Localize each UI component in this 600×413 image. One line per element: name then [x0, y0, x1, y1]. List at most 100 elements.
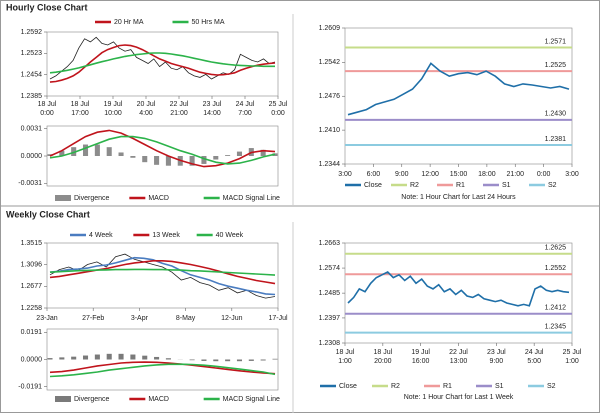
x-tick-label: 23 Jul	[203, 101, 222, 108]
x-tick-label: 3:00	[338, 171, 352, 178]
y-tick-label: 1.2397	[319, 315, 341, 322]
legend-label: Close	[339, 383, 357, 390]
legend-label: 13 Week	[152, 232, 180, 239]
divergence-bar	[82, 355, 89, 360]
x-tick-label: 16:00	[412, 358, 430, 365]
divergence-bar	[47, 358, 53, 360]
y-tick-label: 1.2258	[21, 305, 43, 312]
divergence-bar	[142, 355, 148, 360]
x-tick-label: 14:00	[203, 110, 221, 117]
level-label: 1.2430	[545, 111, 567, 118]
x-tick-label: 1:00	[565, 358, 579, 365]
x-tick-label: 12-Jun	[221, 315, 243, 322]
x-tick-label: 0:00	[271, 110, 285, 117]
level-label: 1.2345	[545, 323, 567, 330]
y-tick-label: -0.0031	[18, 180, 42, 187]
legend-label: Divergence	[74, 396, 110, 403]
level-label: 1.2571	[545, 38, 567, 45]
divergence-bar	[118, 152, 124, 156]
y-tick-label: 1.2476	[319, 93, 341, 100]
price-line	[49, 253, 276, 299]
series-line	[49, 135, 276, 165]
x-tick-label: 12:00	[421, 171, 439, 178]
y-tick-label: 1.2410	[319, 127, 341, 134]
x-tick-label: 6:00	[367, 171, 381, 178]
y-tick-label: 0.0031	[21, 125, 43, 132]
legend-label: S1	[502, 182, 511, 189]
x-tick-label: 25 Jul	[563, 349, 582, 356]
x-tick-label: 1:00	[338, 358, 352, 365]
legend-label: Divergence	[74, 195, 110, 202]
level-label: 1.2412	[545, 305, 567, 312]
x-tick-label: 24 Jul	[236, 101, 255, 108]
x-tick-label: 5:00	[527, 358, 541, 365]
y-tick-label: 1.3515	[21, 240, 43, 247]
divergence-bar	[71, 147, 77, 156]
x-tick-label: 19 Jul	[411, 349, 430, 356]
x-tick-label: 18:00	[478, 171, 496, 178]
legend-label: 50 Hrs MA	[192, 19, 225, 26]
y-tick-label: 1.2385	[21, 93, 43, 100]
x-tick-label: 0:00	[537, 171, 551, 178]
series-line	[347, 271, 570, 307]
x-tick-label: 21:00	[170, 110, 188, 117]
legend-label: S1	[495, 383, 504, 390]
divergence-bar	[47, 154, 53, 156]
chart-note: Note: 1 Hour Chart for Last 24 Hours	[401, 194, 516, 201]
y-tick-label: 0.0000	[21, 356, 43, 363]
divergence-bar	[82, 144, 89, 156]
y-tick-label: 1.2542	[319, 59, 341, 66]
y-tick-label: 0.0000	[21, 153, 43, 160]
y-tick-label: 1.2523	[21, 50, 43, 57]
divergence-bar	[71, 356, 77, 360]
divergence-bar	[154, 156, 160, 165]
legend-label: R1	[443, 383, 452, 390]
divergence-bar	[142, 156, 148, 163]
legend-label: S2	[547, 383, 556, 390]
level-label: 1.2381	[545, 136, 567, 143]
x-tick-label: 10:00	[104, 110, 122, 117]
x-tick-label: 19 Jul	[104, 101, 123, 108]
legend-label: R2	[410, 182, 419, 189]
x-tick-label: 27-Feb	[82, 315, 104, 322]
divergence-bar	[130, 354, 136, 360]
x-tick-label: 25 Jul	[269, 101, 288, 108]
y-tick-label: 1.2454	[21, 72, 43, 79]
x-tick-label: 17-Jul	[268, 315, 288, 322]
series-line	[49, 129, 276, 168]
x-tick-label: 15:00	[450, 171, 468, 178]
divergence-bar	[165, 358, 171, 360]
divergence-bar	[213, 156, 219, 160]
y-tick-label: 1.3096	[21, 262, 43, 269]
legend-label: 40 Week	[216, 232, 244, 239]
x-tick-label: 4:00	[139, 110, 153, 117]
legend-label: MACD Signal Line	[223, 195, 280, 202]
level-label: 1.2525	[545, 62, 567, 69]
divergence-bar	[165, 156, 171, 166]
plot-area	[46, 31, 279, 97]
chart-note: Note: 1 Hour Chart for Last 1 Week	[404, 394, 514, 401]
x-tick-label: 9:00	[490, 358, 504, 365]
divergence-bar	[106, 147, 112, 156]
y-tick-label: 1.2574	[319, 265, 341, 272]
divergence-bar	[260, 359, 266, 361]
legend-label: R1	[456, 182, 465, 189]
y-tick-label: 1.2485	[319, 290, 341, 297]
x-tick-label: 17:00	[71, 110, 89, 117]
y-tick-label: -0.0191	[18, 383, 42, 390]
legend-label: R2	[391, 383, 400, 390]
price-line	[49, 36, 276, 80]
x-tick-label: 13:00	[450, 358, 468, 365]
level-label: 1.2552	[545, 265, 567, 272]
legend-swatch	[55, 195, 71, 201]
legend-label: Close	[364, 182, 382, 189]
divergence-bar	[118, 353, 124, 360]
x-tick-label: 9:00	[395, 171, 409, 178]
section-title: Weekly Close Chart	[6, 209, 90, 219]
series-line	[49, 363, 276, 378]
x-tick-label: 18 Jul	[373, 349, 392, 356]
x-tick-label: 22 Jul	[170, 101, 189, 108]
plot-area	[46, 242, 279, 309]
plot-area	[46, 328, 279, 391]
